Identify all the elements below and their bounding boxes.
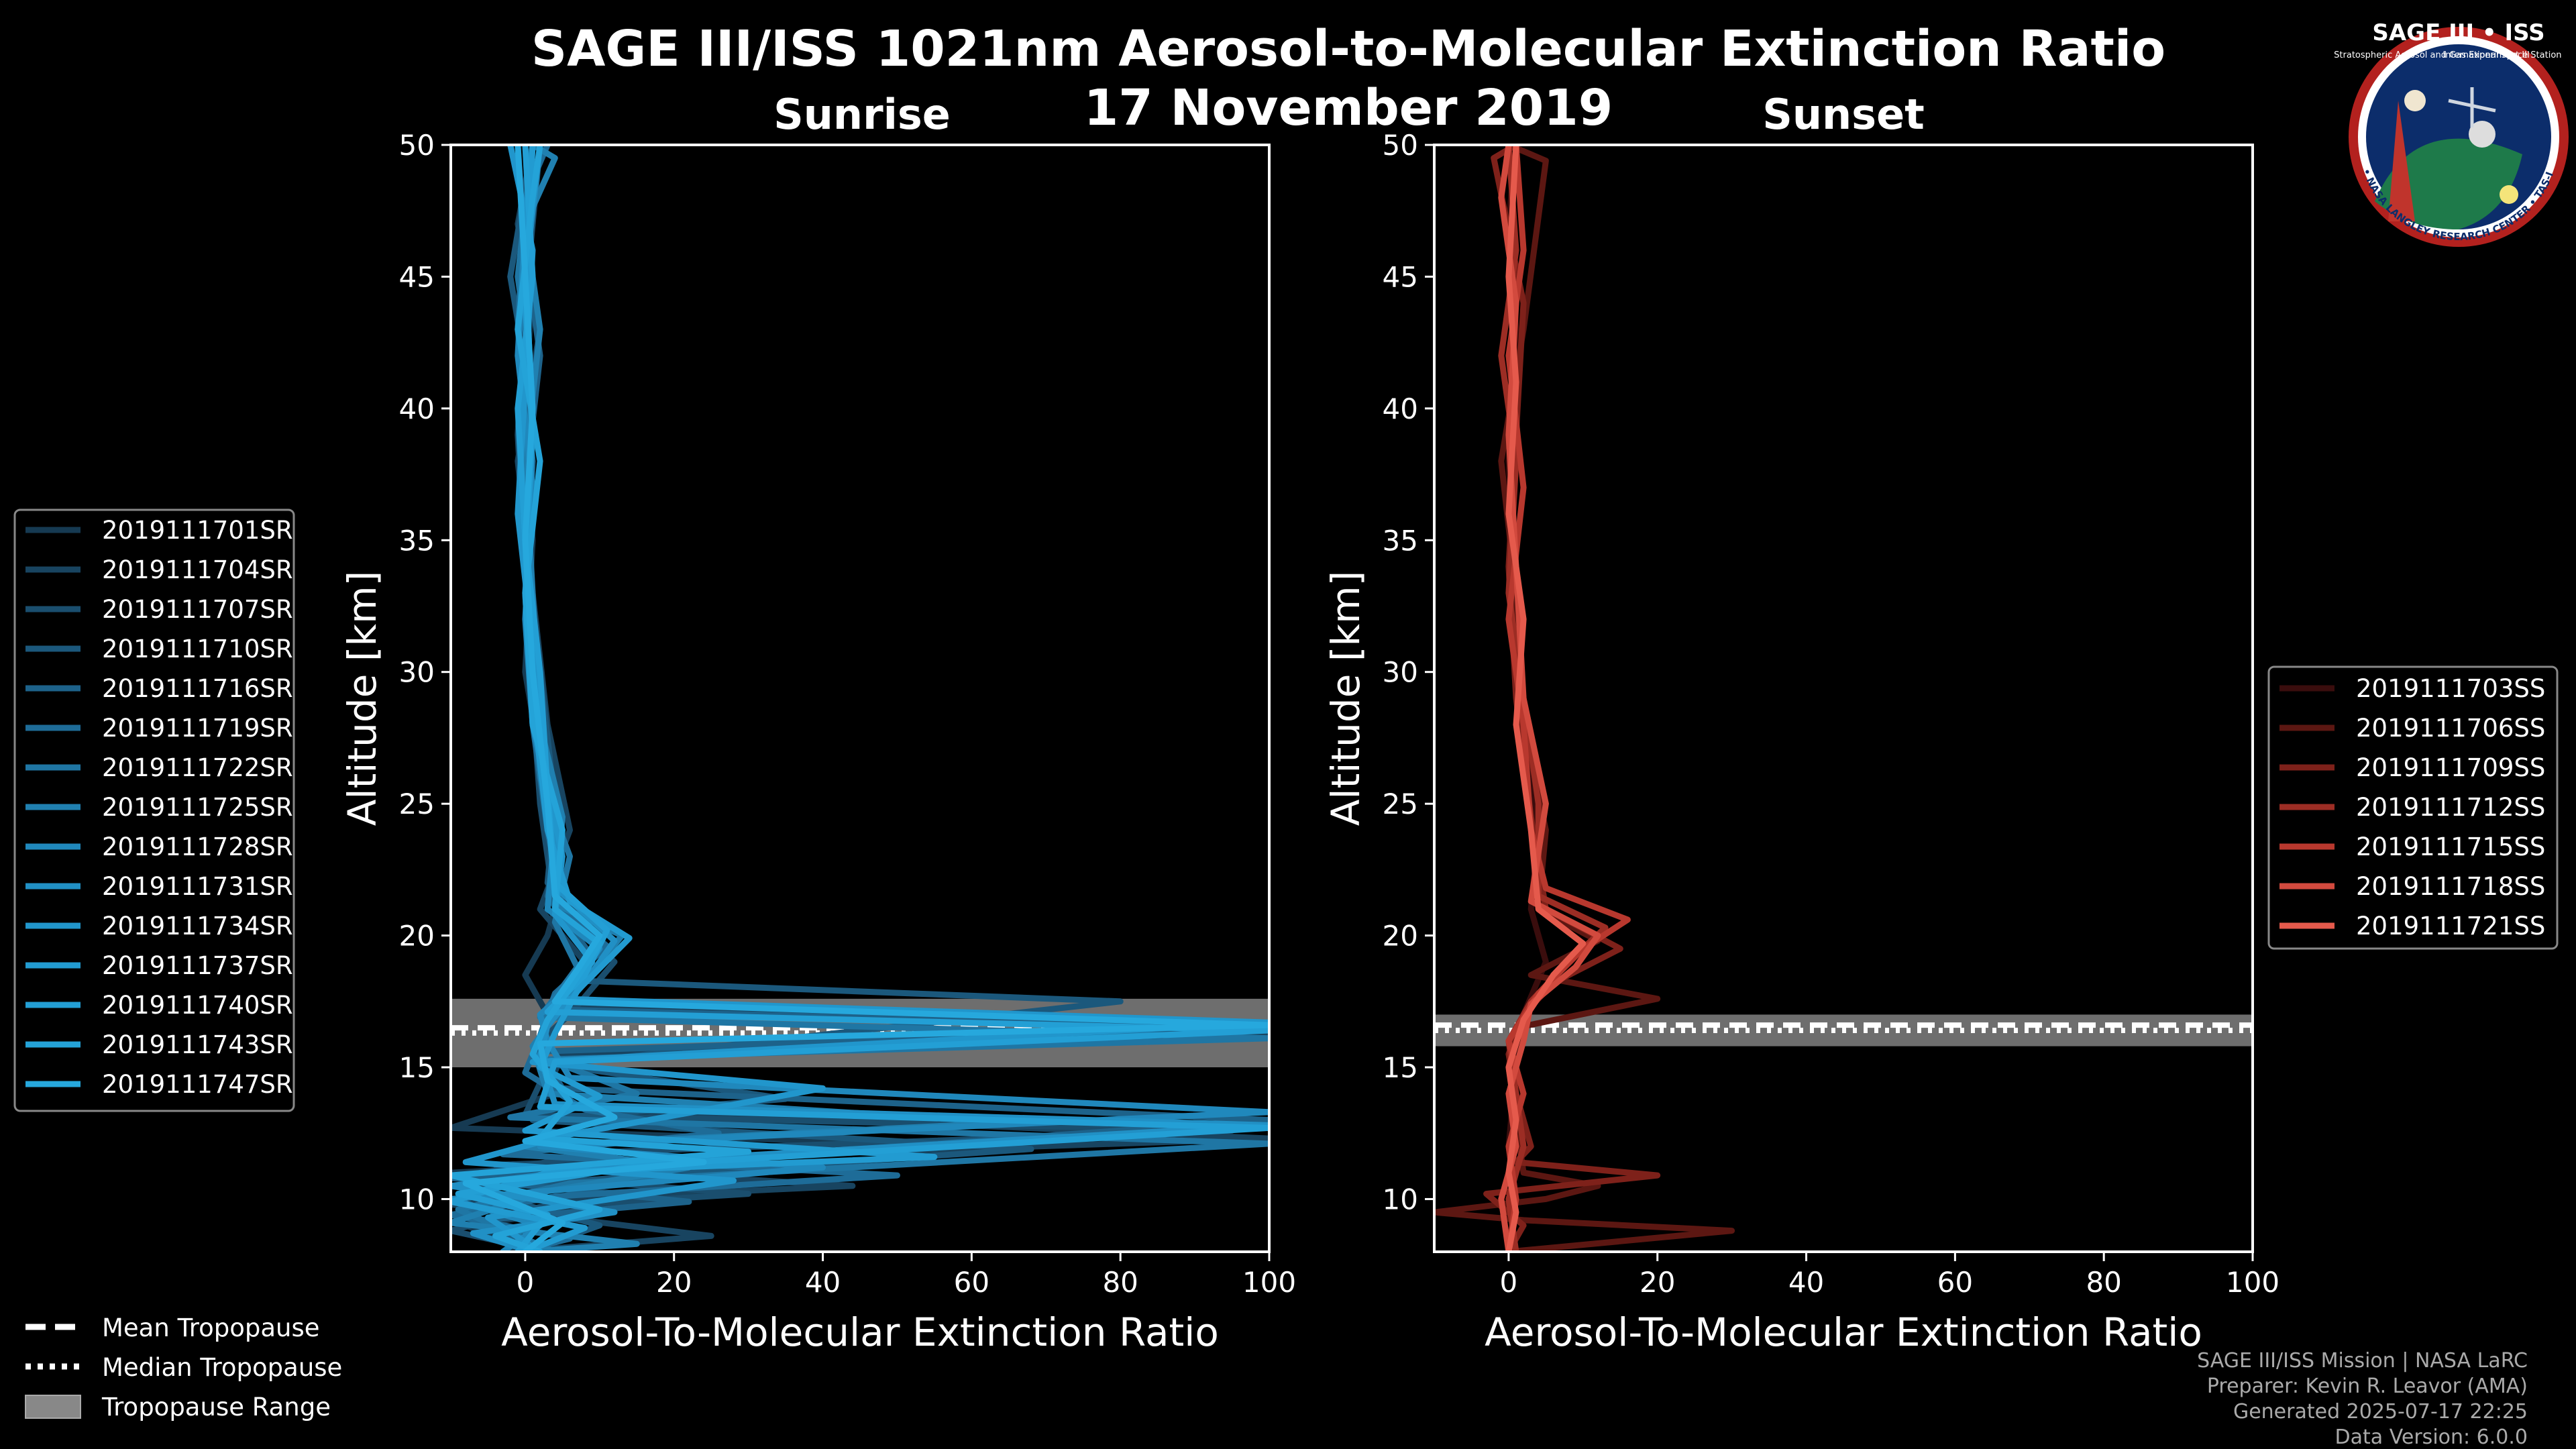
legend-label-2019111706SS: 2019111706SS <box>2356 714 2545 743</box>
tropopause-legend: Mean Tropopause Median Tropopause Tropop… <box>25 1313 342 1421</box>
y-tick-label: 45 <box>399 260 435 293</box>
badge-subtitle-left: Stratospheric Aerosol and Gas Experiment… <box>2334 50 2530 60</box>
x-tick-label: 100 <box>2226 1266 2279 1299</box>
sunrise-legend-frame <box>13 508 295 1112</box>
badge-subtitle-right: International Space Station <box>2443 50 2561 60</box>
sunrise-panel-title: Sunrise <box>773 90 951 139</box>
y-tick-label: 10 <box>1383 1183 1418 1216</box>
y-tick-label: 15 <box>1383 1051 1418 1084</box>
x-tick-label: 80 <box>1102 1266 1138 1299</box>
x-tick-label: 0 <box>1500 1266 1518 1299</box>
legend-label-2019111716SR: 2019111716SR <box>102 674 293 703</box>
sunset-plot-area <box>1434 145 2253 1252</box>
y-tick-label: 35 <box>1383 524 1418 557</box>
badge-title: SAGE III • ISS <box>2372 19 2544 46</box>
sunrise-series-group <box>451 145 1269 1252</box>
y-tick-label: 50 <box>1383 129 1418 162</box>
legend-label-2019111728SR: 2019111728SR <box>102 833 293 861</box>
y-tick-label: 25 <box>1383 788 1418 820</box>
sunset-panel-title: Sunset <box>1762 90 1925 139</box>
y-tick-label: 40 <box>399 392 435 425</box>
legend-label-2019111743SR: 2019111743SR <box>102 1030 293 1059</box>
badge-moon-icon <box>2469 121 2496 148</box>
legend-label-2019111740SR: 2019111740SR <box>102 991 293 1020</box>
legend-label-2019111712SS: 2019111712SS <box>2356 793 2545 822</box>
footer-preparer: Preparer: Kevin R. Leavor (AMA) <box>2207 1375 2528 1398</box>
legend-label-2019111719SR: 2019111719SR <box>102 714 293 743</box>
x-tick-label: 60 <box>1937 1266 1973 1299</box>
badge-sun-icon <box>2500 185 2518 204</box>
y-tick-label: 30 <box>1383 656 1418 689</box>
x-tick-label: 40 <box>805 1266 841 1299</box>
x-tick-label: 60 <box>954 1266 989 1299</box>
footer-data-version: Data Version: 6.0.0 <box>2335 1426 2528 1449</box>
y-tick-label: 25 <box>399 788 435 820</box>
series-line-2019111721SS <box>1505 145 1587 1252</box>
legend-label-2019111721SS: 2019111721SS <box>2356 912 2545 941</box>
mean-tropopause-label: Mean Tropopause <box>102 1313 320 1342</box>
legend-label-2019111715SS: 2019111715SS <box>2356 833 2545 861</box>
sunset-plot-frame <box>1433 144 2254 1253</box>
legend-label-2019111734SR: 2019111734SR <box>102 912 293 941</box>
sunset-legend-frame <box>2267 665 2559 950</box>
legend-label-2019111710SR: 2019111710SR <box>102 635 293 663</box>
x-tick-label: 20 <box>656 1266 692 1299</box>
tropopause-range-label: Tropopause Range <box>101 1393 331 1421</box>
legend-label-2019111722SR: 2019111722SR <box>102 753 293 782</box>
y-tick-label: 15 <box>399 1051 435 1084</box>
x-tick-label: 0 <box>517 1266 535 1299</box>
sunset-legend: 2019111703SS 2019111706SS 2019111709SS 2019… <box>2267 665 2559 950</box>
footer-mission: SAGE III/ISS Mission | NASA LaRC <box>2197 1349 2528 1373</box>
x-tick-label: 40 <box>1788 1266 1824 1299</box>
legend-label-2019111701SR: 2019111701SR <box>102 516 293 545</box>
badge-station-icon <box>2448 87 2496 127</box>
y-tick-label: 20 <box>399 920 435 953</box>
legend-label-2019111737SR: 2019111737SR <box>102 951 293 980</box>
x-tick-label: 80 <box>2086 1266 2121 1299</box>
series-line-2019111747SR <box>462 145 1269 1252</box>
figure-title: SAGE III/ISS 1021nm Aerosol-to-Molecular… <box>531 20 2165 78</box>
sunset-x-axis-label: Aerosol-To-Molecular Extinction Ratio <box>1485 1309 2202 1355</box>
legend-label-2019111725SR: 2019111725SR <box>102 793 293 822</box>
legend-label-2019111709SS: 2019111709SS <box>2356 753 2545 782</box>
sunrise-plot-frame <box>449 144 1271 1253</box>
series-line-2019111743SR <box>451 145 752 1252</box>
sunset-y-axis-label: Altitude [km] <box>1323 571 1368 826</box>
sunrise-legend: 2019111701SR 2019111704SR 2019111707SR 2019… <box>13 508 295 1112</box>
legend-label-2019111747SR: 2019111747SR <box>102 1070 293 1099</box>
badge-wizard-head-icon <box>2404 90 2426 111</box>
median-tropopause-label: Median Tropopause <box>102 1353 342 1382</box>
legend-label-2019111704SR: 2019111704SR <box>102 555 293 584</box>
legend-label-2019111703SS: 2019111703SS <box>2356 674 2545 703</box>
sunset-plot: 0 20 40 60 80 100 10 15 20 25 30 35 40 45 50 Aerosol-To… <box>1323 129 2279 1355</box>
footer-generated: Generated 2025-07-17 22:25 <box>2233 1400 2528 1424</box>
legend-label-2019111707SR: 2019111707SR <box>102 595 293 624</box>
figure-date: 17 November 2019 <box>1084 79 1613 137</box>
legend-label-2019111731SR: 2019111731SR <box>102 872 293 901</box>
y-tick-label: 50 <box>399 129 435 162</box>
sunrise-x-axis-label: Aerosol-To-Molecular Extinction Ratio <box>501 1309 1219 1355</box>
footer-credits: SAGE III/ISS Mission | NASA LaRC Prepare… <box>2197 1349 2528 1449</box>
y-tick-label: 30 <box>399 656 435 689</box>
x-tick-label: 20 <box>1640 1266 1675 1299</box>
x-tick-label: 100 <box>1242 1266 1296 1299</box>
badge-wizard-icon <box>2388 101 2415 221</box>
sunset-series-group <box>1434 145 1735 1252</box>
sunrise-plot: 0 20 40 60 80 100 10 15 20 25 30 35 40 45 50 Aerosol-To… <box>339 129 1296 1355</box>
y-tick-label: 10 <box>399 1183 435 1216</box>
sunrise-y-axis-label: Altitude [km] <box>339 571 385 826</box>
y-tick-label: 35 <box>399 524 435 557</box>
y-tick-label: 45 <box>1383 260 1418 293</box>
y-tick-label: 40 <box>1383 392 1418 425</box>
tropopause-range-swatch <box>25 1395 81 1419</box>
y-tick-label: 20 <box>1383 920 1418 953</box>
legend-label-2019111718SS: 2019111718SS <box>2356 872 2545 901</box>
